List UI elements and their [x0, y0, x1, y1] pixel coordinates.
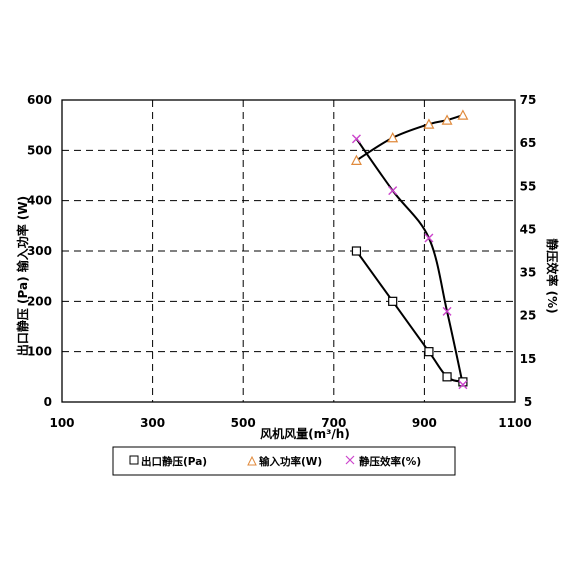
- pressure-marker: [424, 347, 434, 357]
- y-right-tick-label: 65: [520, 136, 537, 150]
- pressure-marker: [442, 372, 452, 382]
- efficiency-marker: [388, 186, 398, 196]
- legend-x-icon: [345, 455, 355, 465]
- legend-square-icon: [129, 455, 139, 465]
- y-left-tick-labels: 0 100 200 300 400 500 600: [27, 93, 52, 409]
- y-left-tick-label: 600: [27, 93, 52, 107]
- grid-layer: [62, 100, 515, 402]
- y-left-tick-label: 200: [27, 294, 52, 308]
- efficiency-marker: [351, 134, 361, 144]
- y-right-tick-label: 35: [520, 266, 537, 280]
- legend-triangle-icon: [247, 455, 257, 466]
- y-left-axis-title: 出口静压 (Pa) 输入功率 (W): [15, 196, 30, 356]
- pressure-marker: [351, 246, 362, 256]
- efficiency-marker: [442, 306, 452, 316]
- y-right-tick-label: 5: [524, 395, 532, 409]
- fit-curves: [355, 114, 464, 385]
- y-left-tick-label: 300: [27, 244, 52, 258]
- x-tick-label: 900: [412, 416, 437, 430]
- x-tick-labels: 100 300 500 700 900 1100: [49, 416, 531, 430]
- power-marker: [350, 154, 362, 165]
- y-right-tick-label: 25: [520, 309, 537, 323]
- legend-label-power: 输入功率(W): [259, 455, 322, 468]
- y-right-tick-labels: 5 15 25 35 45 55 65 75: [520, 93, 537, 409]
- power-marker: [457, 109, 469, 120]
- x-tick-label: 1100: [498, 416, 531, 430]
- legend-label-efficiency: 静压效率(%): [359, 455, 421, 468]
- legend: 出口静压(Pa) 输入功率(W) 静压效率(%): [112, 446, 456, 476]
- y-left-tick-label: 500: [27, 143, 52, 157]
- plot-frame: [61, 99, 516, 403]
- y-left-tick-label: 100: [27, 345, 52, 359]
- y-right-tick-label: 45: [520, 222, 537, 236]
- efficiency-marker: [424, 233, 434, 243]
- x-tick-label: 500: [231, 416, 256, 430]
- x-tick-label: 300: [140, 416, 165, 430]
- x-tick-label: 100: [49, 416, 74, 430]
- data-markers: [350, 109, 469, 390]
- power-marker: [423, 118, 435, 129]
- y-left-tick-label: 400: [27, 194, 52, 208]
- y-right-axis-title: 静压效率 (%): [545, 238, 560, 313]
- power-marker: [441, 114, 453, 125]
- y-right-tick-label: 15: [520, 352, 537, 366]
- pressure-marker: [388, 296, 398, 306]
- y-right-tick-label: 75: [520, 93, 537, 107]
- y-right-tick-label: 55: [520, 179, 537, 193]
- fit-curve-series-0: [355, 250, 464, 383]
- y-left-tick-label: 0: [44, 395, 52, 409]
- pressure-marker: [458, 377, 468, 387]
- efficiency-marker: [458, 380, 468, 390]
- x-axis-title: 风机风量(m³/h): [260, 426, 350, 441]
- legend-box: [112, 446, 456, 476]
- fit-curve-series-2: [355, 138, 464, 385]
- x-tick-label: 700: [321, 416, 346, 430]
- power-marker: [387, 131, 399, 143]
- legend-label-pressure: 出口静压(Pa): [141, 455, 207, 468]
